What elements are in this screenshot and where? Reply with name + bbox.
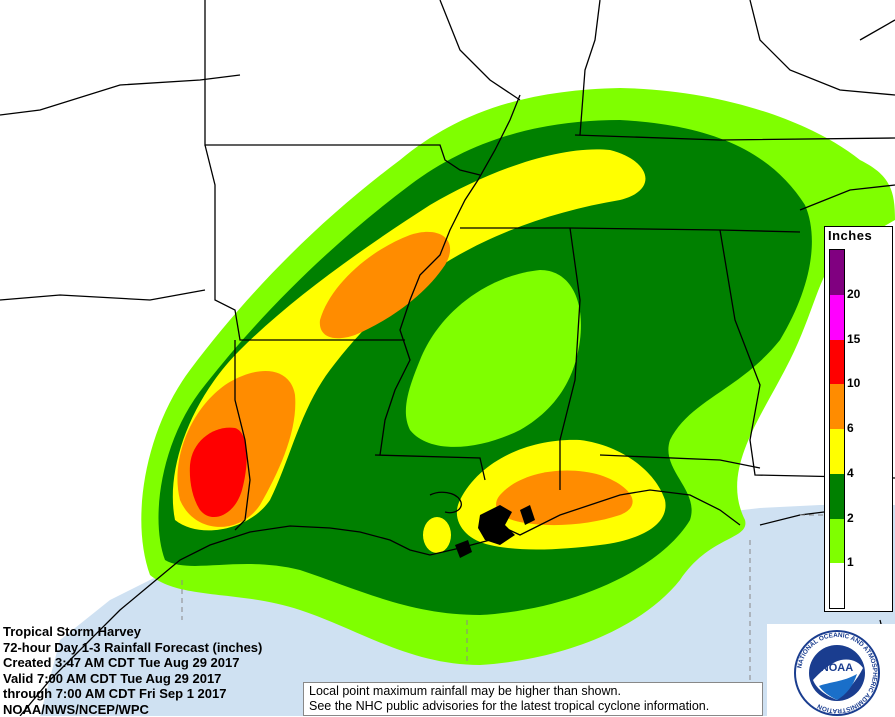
- legend-swatch: [830, 340, 844, 385]
- legend-swatch: [830, 563, 844, 608]
- legend-tick-label: 15: [847, 332, 860, 346]
- legend-swatch: [830, 429, 844, 474]
- legend-swatch: [830, 295, 844, 340]
- storm-name: Tropical Storm Harvey: [3, 624, 262, 640]
- legend-swatch: [830, 384, 844, 429]
- legend-swatch: [830, 474, 844, 519]
- legend-tick-label: 1: [847, 555, 854, 569]
- legend-title: Inches: [828, 228, 872, 243]
- disclaimer-line-1: Local point maximum rainfall may be high…: [309, 684, 757, 699]
- disclaimer-note: Local point maximum rainfall may be high…: [303, 682, 763, 716]
- noaa-logo: NATIONAL OCEANIC AND ATMOSPHERIC ADMINIS…: [787, 630, 887, 716]
- legend-color-bar: [829, 249, 845, 609]
- legend-tick-label: 2: [847, 511, 854, 525]
- legend-swatch: [830, 519, 844, 564]
- legend-swatch: [830, 250, 844, 295]
- issuing-agency: NOAA/NWS/NCEP/WPC: [3, 702, 262, 717]
- rainfall-legend: Inches 1 2 4 6 10 15 20: [824, 226, 893, 612]
- forecast-info-block: Tropical Storm Harvey 72-hour Day 1-3 Ra…: [3, 624, 262, 717]
- legend-tick-label: 4: [847, 466, 854, 480]
- legend-tick-label: 10: [847, 376, 860, 390]
- valid-start: Valid 7:00 AM CDT Tue Aug 29 2017: [3, 671, 262, 687]
- forecast-title: 72-hour Day 1-3 Rainfall Forecast (inche…: [3, 640, 262, 656]
- legend-tick-label: 20: [847, 287, 860, 301]
- legend-tick-label: 6: [847, 421, 854, 435]
- rain-contour-4in-small: [423, 517, 451, 553]
- disclaimer-line-2: See the NHC public advisories for the la…: [309, 699, 757, 714]
- logo-text: NOAA: [821, 662, 853, 674]
- valid-end: through 7:00 AM CDT Fri Sep 1 2017: [3, 686, 262, 702]
- created-time: Created 3:47 AM CDT Tue Aug 29 2017: [3, 655, 262, 671]
